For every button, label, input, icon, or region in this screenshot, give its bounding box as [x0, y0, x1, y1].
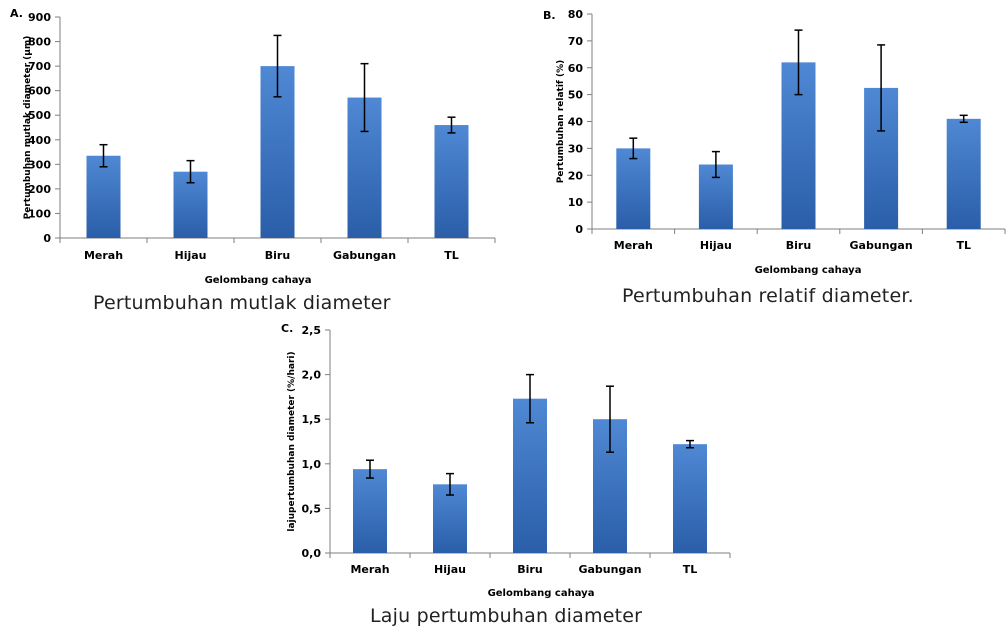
error-bar — [446, 472, 454, 496]
caption-growth-rate: Laju pertumbuhan diameter — [370, 605, 643, 627]
y-tick-label: 30 — [568, 142, 584, 155]
x-tick-label: Hijau — [700, 239, 732, 252]
caption-relative-growth: Pertumbuhan relatif diameter. — [622, 285, 914, 307]
error-bar — [526, 373, 534, 424]
error-bar — [877, 44, 886, 132]
x-tick-label: Hijau — [174, 249, 206, 262]
x-tick-label: Gabungan — [578, 563, 641, 576]
y-tick-label: 0 — [575, 223, 583, 236]
y-tick-label: 1,0 — [302, 458, 322, 471]
x-tick-label: Biru — [517, 563, 542, 576]
error-bar — [606, 385, 614, 453]
bar — [513, 398, 547, 553]
y-tick-label: 50 — [568, 89, 584, 102]
x-tick-label: Merah — [350, 563, 389, 576]
y-axis-label: Pertumbuhan relatif (%) — [556, 60, 566, 183]
panel-label: C. — [281, 322, 293, 335]
error-bar — [629, 137, 638, 160]
error-bar — [273, 34, 282, 98]
error-bar — [794, 29, 803, 96]
x-tick-label: Gabungan — [850, 239, 913, 252]
x-tick-label: Biru — [786, 239, 811, 252]
bar — [434, 125, 469, 238]
x-tick-label: TL — [683, 563, 698, 576]
y-tick-label: 500 — [28, 109, 51, 122]
y-tick-label: 20 — [568, 169, 584, 182]
error-bar — [186, 159, 195, 184]
error-bar — [366, 459, 374, 479]
y-tick-label: 40 — [568, 116, 584, 129]
y-tick-label: 10 — [568, 196, 584, 209]
error-bar — [686, 439, 694, 449]
y-tick-label: 1,5 — [302, 413, 322, 426]
y-axis-label: Pertumbuhan mutlak diameter (μm) — [23, 36, 33, 220]
x-tick-label: Merah — [614, 239, 653, 252]
x-tick-label: Merah — [84, 249, 123, 262]
y-tick-label: 60 — [568, 62, 584, 75]
x-axis-label: Gelombang cahaya — [205, 275, 312, 286]
bar — [946, 118, 981, 229]
y-tick-label: 100 — [28, 207, 51, 220]
y-tick-label: 300 — [28, 158, 51, 171]
y-tick-label: 0,5 — [302, 502, 322, 515]
x-tick-label: Hijau — [434, 563, 466, 576]
x-tick-label: Biru — [265, 249, 290, 262]
panel-label: A. — [10, 7, 23, 20]
error-bar — [959, 114, 968, 124]
error-bar — [360, 62, 369, 133]
x-tick-label: TL — [956, 239, 971, 252]
x-axis-label: Gelombang cahaya — [755, 265, 862, 276]
error-bar — [99, 143, 108, 168]
y-tick-label: 0,0 — [302, 547, 322, 560]
y-tick-label: 400 — [28, 134, 51, 147]
y-tick-label: 2,0 — [302, 369, 322, 382]
x-tick-label: Gabungan — [333, 249, 396, 262]
y-tick-label: 900 — [28, 11, 51, 24]
y-tick-label: 800 — [28, 36, 51, 49]
panel-label: B. — [543, 9, 556, 22]
bar — [353, 469, 387, 553]
y-tick-label: 0 — [43, 232, 51, 245]
bar — [86, 155, 121, 238]
error-bar — [447, 116, 456, 134]
error-bar — [711, 150, 720, 179]
y-tick-label: 600 — [28, 85, 51, 98]
y-tick-label: 700 — [28, 60, 51, 73]
y-tick-label: 200 — [28, 183, 51, 196]
y-tick-label: 70 — [568, 35, 584, 48]
bar — [673, 444, 707, 553]
y-axis-label: lajupertumbuhan diameter (%/hari) — [287, 351, 297, 531]
bar — [616, 148, 651, 229]
caption-absolute-growth: Pertumbuhan mutlak diameter — [93, 292, 391, 314]
y-tick-label: 2,5 — [302, 324, 322, 337]
x-axis-label: Gelombang cahaya — [488, 588, 595, 599]
x-tick-label: TL — [444, 249, 459, 262]
y-tick-label: 80 — [568, 8, 584, 21]
